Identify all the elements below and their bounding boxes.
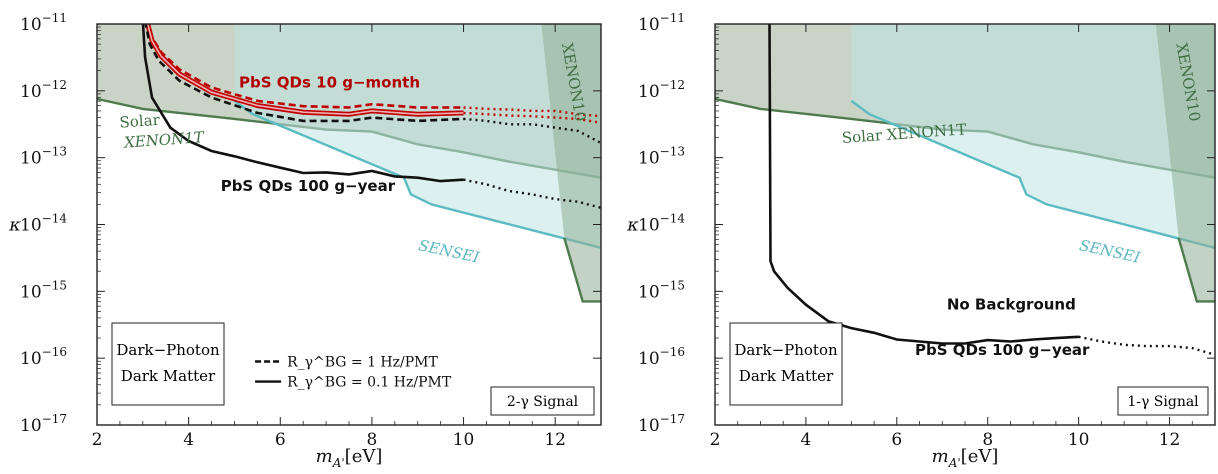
region-sensei: [851, 24, 1215, 248]
right-panel: 2 4 6 8 10 12 10−11 10−12 10−13 10−14 10−15 10−16 10…: [626, 11, 1216, 470]
y-tick-label: 10−14: [20, 212, 67, 236]
region-boundary: [563, 237, 601, 303]
series-extrapolation: [463, 106, 601, 118]
plot-area: [97, 24, 601, 303]
black-series-label: PbS QDs 100 g−year: [221, 177, 396, 195]
y-tick-label: 10−15: [638, 278, 685, 302]
region-boundary: [233, 99, 601, 250]
x-tick-label: 12: [1159, 430, 1181, 450]
region-sensei: [234, 24, 601, 248]
info-box-line2: Dark Matter: [121, 367, 216, 385]
solar-label-line2: XENON1T: [123, 128, 206, 152]
x-tick-label: 8: [366, 430, 377, 450]
signal-label: 2-γ Signal: [507, 394, 579, 410]
x-tick-label: 10: [453, 430, 475, 450]
info-box-line1: Dark−Photon: [116, 341, 220, 359]
y-tick-label: 10−16: [638, 345, 685, 369]
signal-label: 1-γ Signal: [1127, 394, 1199, 410]
sensei-label: SENSEI: [417, 236, 482, 267]
signal-box: [1117, 386, 1209, 416]
x-tick-label: 6: [891, 430, 902, 450]
y-tick-label: 10−12: [638, 78, 685, 102]
y-tick-label: 10−14: [638, 212, 685, 236]
sensei-label: SENSEI: [1078, 236, 1143, 267]
y-tick-label: 10−17: [638, 412, 685, 436]
series-line: [146, 24, 464, 116]
x-tick-label: 8: [982, 430, 993, 450]
x-tick-label: 10: [1068, 430, 1090, 450]
x-tick-label: 12: [544, 430, 566, 450]
y-tick-label: 10−13: [20, 145, 67, 169]
y-tick-label: 10−17: [20, 412, 67, 436]
series-line: [144, 24, 464, 123]
y-tick-label: 10−15: [20, 278, 67, 302]
region-xenon10: [1155, 24, 1215, 302]
black-series-label: PbS QDs 100 g−year: [915, 341, 1090, 359]
y-tick-label: 10−13: [638, 145, 685, 169]
series-extrapolation: [463, 117, 601, 145]
left-panel: 2 4 6 8 10 12 10−11 10−12 10−13 10−14 10−15 10−16 10…: [8, 11, 602, 470]
signal-box: [490, 386, 595, 416]
region-xenon10: [541, 24, 601, 302]
y-axis-label: κ: [8, 215, 21, 236]
y-tick-label: 10−11: [638, 11, 685, 35]
legend-dashed-label: R_γ^BG = 1 Hz/PMT: [287, 355, 438, 371]
plot-area: [715, 24, 1215, 356]
solar-label-line1: Solar: [119, 111, 161, 132]
series-line: [768, 24, 1079, 345]
series-extrapolation: [463, 111, 601, 125]
info-box-line2: Dark Matter: [739, 367, 834, 385]
series-line: [141, 24, 464, 183]
y-tick-label: 10−11: [20, 11, 67, 35]
x-axis-label: mA'[eV]: [316, 446, 383, 470]
info-box-line1: Dark−Photon: [734, 341, 838, 359]
y-axis-label: κ: [626, 215, 639, 236]
x-tick-label: 2: [92, 430, 103, 450]
no-background-label: No Background: [947, 295, 1076, 313]
series-extrapolation: [1078, 335, 1215, 356]
x-tick-label: 2: [710, 430, 721, 450]
x-tick-label: 6: [275, 430, 286, 450]
region-boundary: [1177, 237, 1215, 303]
legend-solid-label: R_γ^BG = 0.1 Hz/PMT: [287, 375, 452, 391]
region-boundary: [850, 99, 1215, 250]
x-axis-label: mA'[eV]: [932, 446, 999, 470]
x-tick-label: 4: [800, 430, 811, 450]
info-box: [111, 322, 225, 406]
red-series-label: PbS QDs 10 g−month: [239, 73, 420, 91]
y-tick-label: 10−16: [20, 345, 67, 369]
y-tick-label: 10−12: [20, 78, 67, 102]
x-tick-label: 4: [183, 430, 194, 450]
info-box: [729, 322, 843, 406]
